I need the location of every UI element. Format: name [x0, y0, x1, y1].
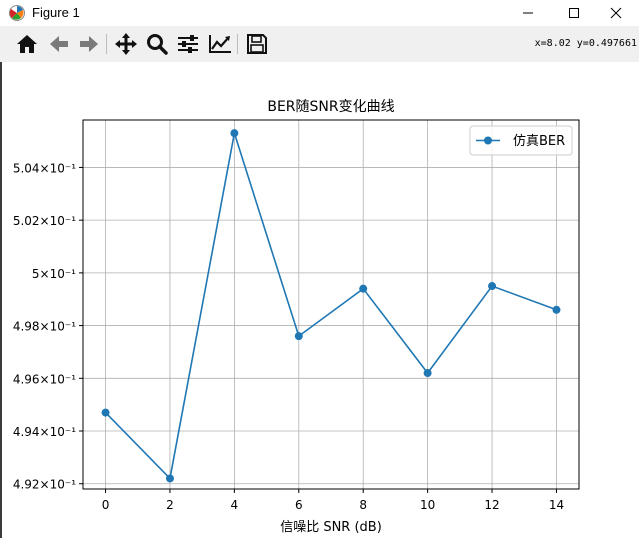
- navigation-toolbar: x=8.02 y=0.497661: [0, 26, 639, 62]
- x-tick-label: 14: [549, 498, 564, 512]
- matplotlib-app-icon: [8, 4, 26, 22]
- y-tick-label: 4.94×10⁻¹: [13, 425, 76, 439]
- y-axis: 4.92×10⁻¹ 4.94×10⁻¹ 4.96×10⁻¹ 4.98×10⁻¹ 5×10…: [13, 161, 83, 492]
- data-point: [230, 129, 239, 138]
- data-point: [294, 332, 303, 341]
- home-icon: [17, 35, 37, 53]
- back-icon: [50, 36, 68, 52]
- series-layer: [101, 129, 561, 483]
- x-tick-label: 10: [420, 498, 435, 512]
- edit-curves-icon: [209, 35, 231, 53]
- toolbar-separator: [106, 34, 107, 54]
- title-bar: Figure 1: [0, 0, 639, 26]
- data-point: [423, 369, 432, 378]
- cursor-coordinates: x=8.02 y=0.497661: [534, 38, 637, 49]
- x-tick-label: 0: [102, 498, 110, 512]
- minimize-button[interactable]: [505, 0, 551, 26]
- zoom-icon: [147, 34, 168, 55]
- figure-canvas[interactable]: BER随SNR变化曲线 0 2 4 6 8 10 12 14 4.92×10⁻¹ 4.94×10…: [0, 62, 639, 538]
- edit-curves-button[interactable]: [207, 32, 233, 56]
- x-tick-label: 4: [231, 498, 239, 512]
- x-axis: 0 2 4 6 8 10 12 14: [102, 489, 564, 512]
- pan-button[interactable]: [113, 32, 139, 56]
- close-button[interactable]: [593, 0, 639, 26]
- legend-label: 仿真BER: [513, 134, 565, 149]
- x-tick-label: 8: [359, 498, 367, 512]
- left-window-edge: [0, 62, 2, 538]
- maximize-button[interactable]: [551, 0, 597, 26]
- subplots-icon: [178, 35, 198, 53]
- maximize-icon: [569, 8, 579, 18]
- y-tick-label: 5×10⁻¹: [32, 267, 76, 281]
- y-tick-label: 5.04×10⁻¹: [13, 161, 76, 175]
- y-tick-label: 4.98×10⁻¹: [13, 320, 76, 334]
- legend: 仿真BER: [469, 125, 573, 156]
- data-point: [165, 474, 174, 483]
- zoom-button[interactable]: [144, 32, 170, 56]
- home-button[interactable]: [14, 32, 40, 56]
- data-point: [101, 408, 110, 417]
- chart-title: BER随SNR变化曲线: [267, 99, 394, 115]
- window-title: Figure 1: [32, 5, 80, 20]
- legend-box: [469, 125, 573, 156]
- data-point: [552, 305, 561, 314]
- grid-lines: [83, 120, 579, 489]
- save-icon: [247, 34, 267, 54]
- axes-frame: [82, 119, 580, 490]
- forward-icon: [80, 36, 98, 52]
- x-tick-label: 2: [166, 498, 174, 512]
- legend-marker: [484, 136, 492, 145]
- series-line: [104, 132, 557, 481]
- y-tick-label: 4.96×10⁻¹: [13, 372, 76, 386]
- x-tick-label: 12: [484, 498, 499, 512]
- x-axis-label: 信噪比 SNR (dB): [280, 520, 382, 535]
- data-point: [488, 282, 497, 291]
- save-button[interactable]: [244, 32, 270, 56]
- toolbar-separator: [237, 34, 238, 54]
- pan-icon: [115, 33, 137, 55]
- back-button[interactable]: [46, 32, 72, 56]
- x-tick-label: 6: [295, 498, 303, 512]
- forward-button[interactable]: [76, 32, 102, 56]
- close-icon: [610, 7, 622, 19]
- y-tick-label: 5.02×10⁻¹: [13, 214, 76, 228]
- data-point: [359, 284, 368, 293]
- minimize-icon: [523, 12, 533, 14]
- line-chart: BER随SNR变化曲线 0 2 4 6 8 10 12 14 4.92×10⁻¹ 4.94×10…: [13, 99, 580, 535]
- subplots-button[interactable]: [175, 32, 201, 56]
- y-tick-label: 4.92×10⁻¹: [13, 478, 76, 492]
